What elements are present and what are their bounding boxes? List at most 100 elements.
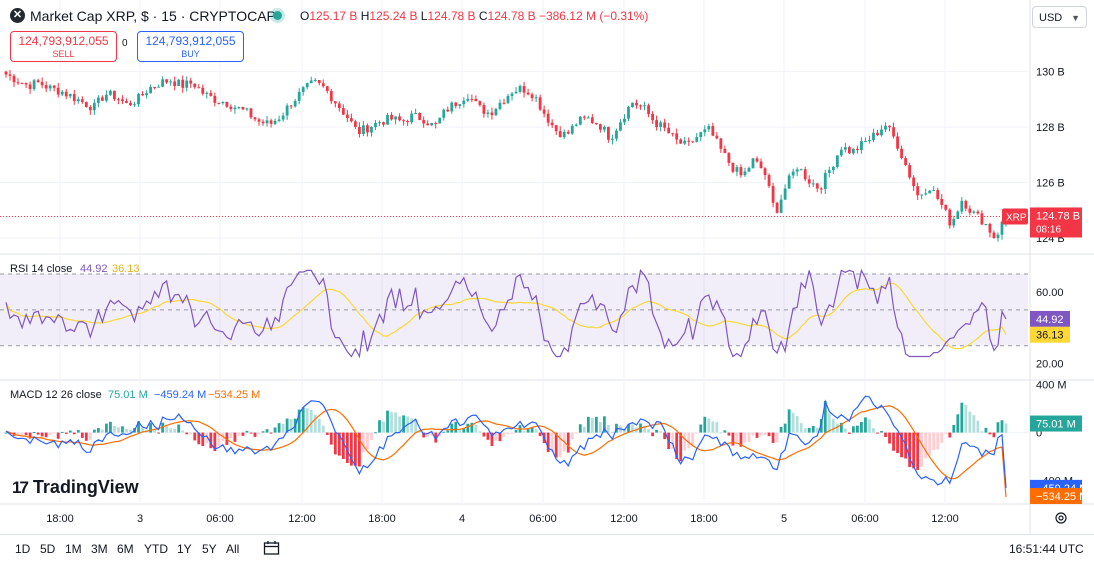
candle-body: [48, 85, 52, 89]
macd-histogram-bar: [534, 429, 538, 433]
macd-histogram-bar: [20, 432, 24, 435]
macd-histogram-bar: [952, 424, 956, 433]
macd-histogram-bar: [4, 432, 8, 434]
macd-histogram-bar: [245, 430, 249, 433]
range-5d-button[interactable]: 5D: [40, 542, 56, 556]
candle-body: [117, 99, 120, 101]
candle-body: [916, 186, 920, 196]
macd-histogram-bar: [522, 430, 526, 433]
macd-histogram-bar: [602, 416, 606, 433]
candle-body: [313, 80, 317, 82]
macd-histogram-bar: [100, 429, 104, 433]
macd-histogram-bar: [884, 432, 887, 437]
macd-signal-tag-bg: [1030, 488, 1082, 504]
macd-line: [5, 395, 1007, 488]
macd-histogram-bar: [831, 418, 835, 433]
settings-icon[interactable]: [1054, 511, 1068, 530]
buy-button[interactable]: 124,793,912,055 BUY: [137, 31, 244, 62]
symbol-title[interactable]: Market Cap XRP, $ · 15 · CRYPTOCAP: [30, 8, 276, 24]
macd-histogram-bar: [590, 417, 594, 433]
candle-body: [586, 117, 590, 119]
candle-body: [643, 105, 646, 107]
macd-legend-signal: −534.25 M: [208, 389, 260, 401]
range-5y-button[interactable]: 5Y: [202, 542, 217, 556]
high-key: H: [360, 9, 370, 23]
macd-histogram-bar: [466, 423, 470, 433]
low-value: 124.78 B: [427, 9, 476, 23]
candle-body: [442, 109, 446, 118]
range-ytd-button[interactable]: YTD: [144, 542, 168, 556]
macd-histogram-bar: [321, 425, 325, 433]
range-1y-button[interactable]: 1Y: [177, 542, 192, 556]
macd-histogram-bar: [643, 425, 646, 433]
macd-histogram-bar: [968, 411, 972, 433]
candle-body: [538, 97, 542, 110]
candle-body: [482, 105, 486, 114]
candle-body: [880, 129, 883, 136]
macd-histogram-bar: [719, 432, 723, 434]
range-1m-button[interactable]: 1M: [65, 542, 82, 556]
macd-histogram-bar: [237, 432, 241, 436]
candle-body: [747, 167, 751, 172]
macd-histogram-bar: [799, 423, 803, 433]
macd-histogram-bar: [972, 415, 976, 433]
candle-body: [197, 87, 201, 89]
time-tick-label: 12:00: [610, 513, 638, 525]
macd-histogram-bar: [490, 432, 494, 447]
macd-histogram-bar: [181, 430, 185, 433]
candle-body: [498, 102, 502, 109]
currency-select[interactable]: USD ▼: [1032, 6, 1087, 28]
calendar-icon[interactable]: [263, 540, 281, 561]
candle-body: [84, 101, 88, 108]
macd-histogram-bar: [675, 432, 679, 460]
candle-body: [121, 99, 124, 102]
candle-body: [458, 104, 462, 106]
candle-body: [856, 148, 859, 151]
candle-body: [24, 83, 28, 85]
range-3m-button[interactable]: 3M: [91, 542, 108, 556]
tradingview-logo[interactable]: 17 TradingView: [12, 477, 139, 498]
macd-histogram-bar: [458, 428, 462, 433]
clock-readout[interactable]: 16:51:44 UTC: [1009, 542, 1084, 556]
candle-body: [506, 95, 510, 103]
macd-histogram-bar: [72, 432, 76, 435]
candle-body: [137, 93, 140, 105]
macd-histogram-bar: [153, 429, 156, 433]
macd-histogram-bar: [454, 421, 458, 433]
macd-histogram-bar: [494, 432, 498, 441]
range-1d-button[interactable]: 1D: [15, 542, 31, 556]
range-all-button[interactable]: All: [226, 542, 240, 556]
macd-histogram-bar: [92, 429, 96, 433]
candle-body: [177, 79, 181, 86]
time-tick-label: 18:00: [368, 513, 396, 525]
candle-body: [249, 108, 253, 118]
macd-histogram-bar: [462, 428, 466, 433]
candle-body: [952, 218, 956, 226]
candle-body: [876, 132, 879, 136]
chevron-down-icon: ▼: [1071, 13, 1080, 23]
macd-histogram-bar: [984, 427, 988, 433]
range-6m-button[interactable]: 6M: [117, 542, 134, 556]
macd-histogram-bar: [803, 428, 807, 433]
macd-histogram-bar: [839, 422, 843, 433]
macd-histogram-bar: [297, 409, 301, 433]
macd-histogram-bar: [526, 428, 530, 433]
bottom-toolbar: [0, 534, 1094, 567]
macd-histogram-bar: [88, 432, 92, 440]
candle-body: [659, 122, 663, 127]
sell-button[interactable]: 124,793,912,055 SELL: [10, 31, 117, 62]
macd-histogram-bar: [325, 432, 329, 435]
candle-body: [534, 97, 538, 99]
candle-body: [731, 162, 735, 172]
candle-body: [558, 131, 562, 138]
macd-histogram-bar: [747, 432, 751, 442]
macd-histogram-bar: [16, 432, 20, 436]
candle-body: [972, 211, 976, 213]
macd-histogram-bar: [611, 431, 614, 433]
macd-histogram-bar: [261, 431, 265, 433]
candle-body: [980, 213, 984, 225]
candle-body: [864, 141, 867, 143]
macd-histogram-bar: [598, 422, 602, 433]
candle-body: [325, 86, 329, 92]
